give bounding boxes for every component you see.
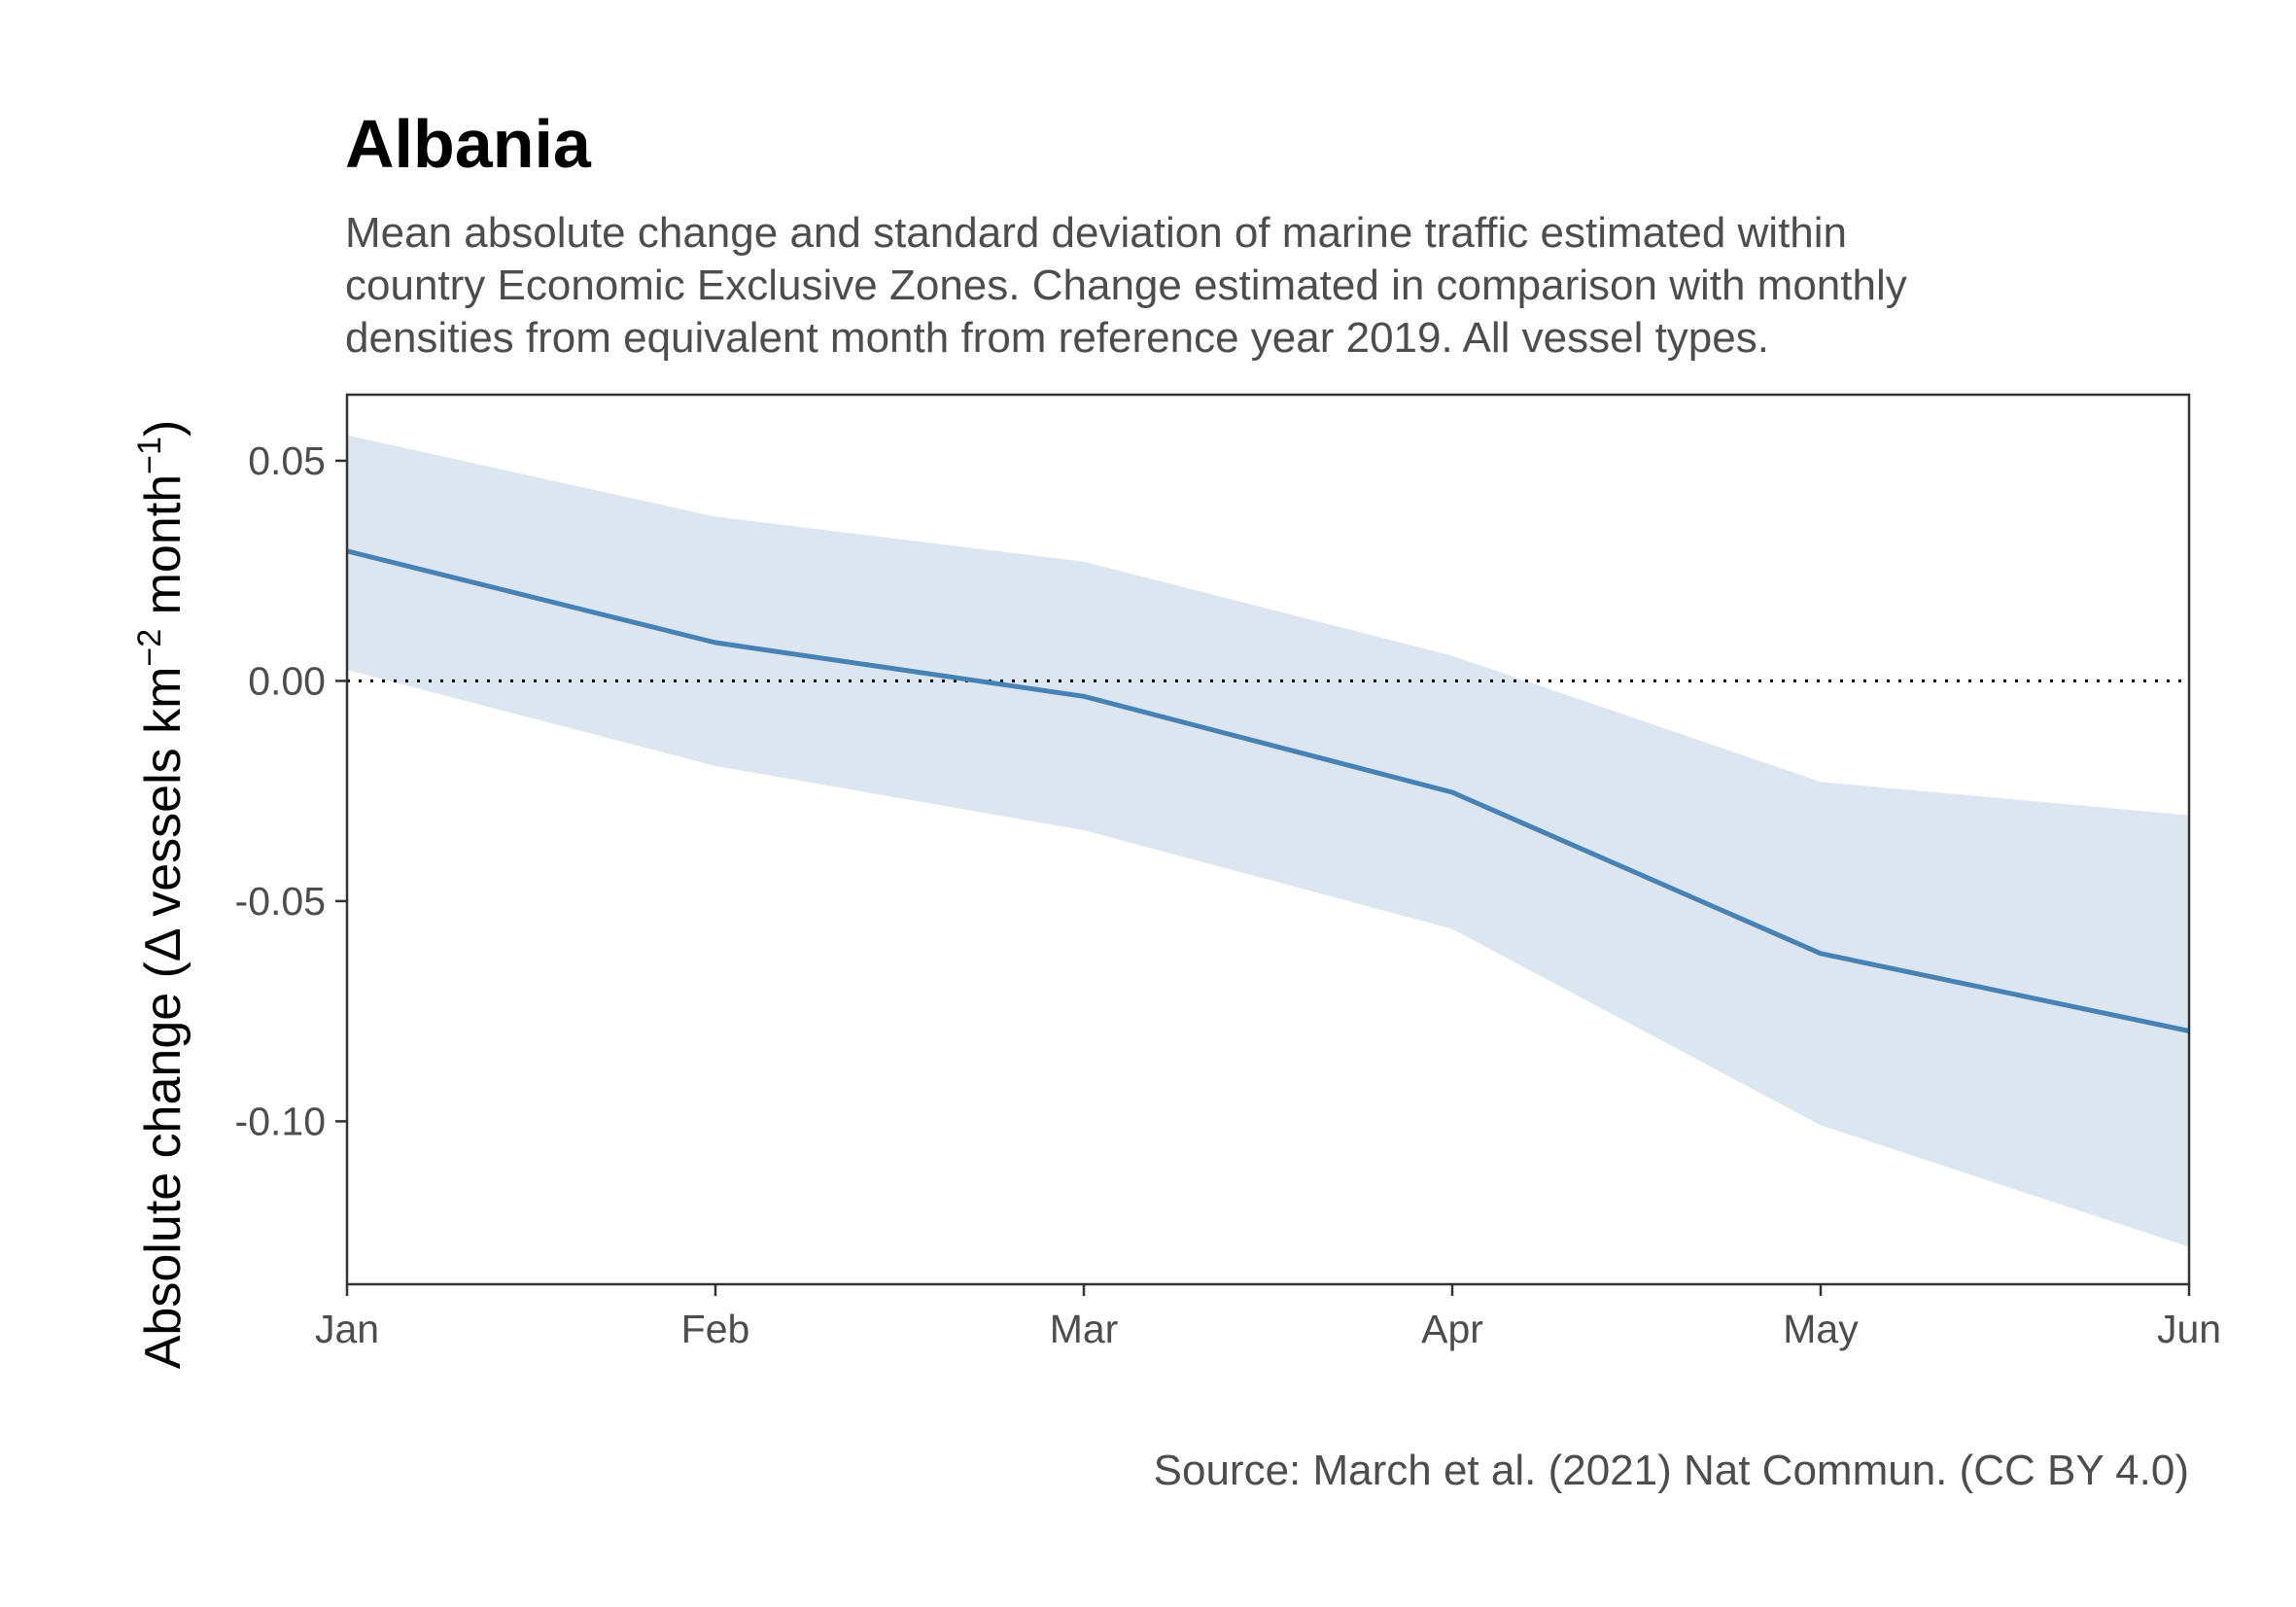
y-axis-title-units-a: vessels km [135, 667, 191, 931]
chart-caption: Source: March et al. (2021) Nat Commun. … [1154, 1447, 2189, 1494]
chart-subtitle-line-1: Mean absolute change and standard deviat… [345, 209, 1847, 257]
y-axis: 0.05 0.00 -0.05 -0.10 [235, 438, 347, 1143]
y-axis-title-sup-a: −2 [131, 629, 168, 667]
panel-border [345, 393, 2191, 1286]
y-axis-title-units-b: month [135, 474, 191, 629]
x-tick-label: Jun [2157, 1307, 2221, 1351]
chart-subtitle-line-3: densities from equivalent month from ref… [345, 314, 1769, 362]
x-tick-label: Jan [315, 1307, 379, 1351]
x-tick-label: Apr [1421, 1307, 1483, 1351]
y-axis-title-sup-b: −1 [131, 437, 168, 474]
chart-subtitle-line-2: country Economic Exclusive Zones. Change… [345, 262, 1907, 309]
y-tick-label: 0.00 [248, 658, 326, 703]
mean-line [346, 548, 2190, 1033]
chart-title: Albania [345, 106, 592, 182]
y-tick-label: 0.05 [248, 438, 326, 483]
plot-area [345, 393, 2191, 1286]
x-tick-label: Feb [681, 1307, 750, 1351]
y-tick-label: -0.05 [235, 879, 326, 924]
y-axis-title: Absolute change (Δ vessels km−2 month−1) [131, 420, 191, 1370]
y-axis-title-suffix: ) [135, 420, 191, 437]
x-tick-label: Mar [1050, 1307, 1119, 1351]
delta-symbol: Δ [135, 928, 191, 961]
x-tick-label: May [1783, 1307, 1859, 1351]
sd-band [347, 435, 2189, 1247]
y-axis-title-prefix: Absolute change ( [135, 961, 191, 1369]
y-tick-label: -0.10 [235, 1099, 326, 1143]
x-axis: Jan Feb Mar Apr May Jun [315, 1284, 2221, 1351]
